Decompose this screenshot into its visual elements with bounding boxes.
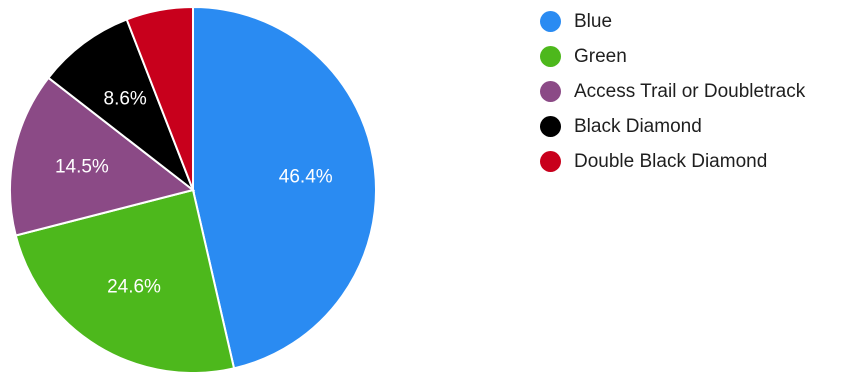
- legend-label: Black Diamond: [574, 115, 702, 137]
- pie-slice-black-diamond: [46, 18, 196, 194]
- pie-slices: [9, 5, 377, 372]
- legend-label: Green: [574, 45, 627, 67]
- legend-item-access-trail-or-doubletrack[interactable]: Access Trail or Doubletrack: [540, 74, 805, 109]
- legend-label: Blue: [574, 10, 613, 32]
- legend-item-green[interactable]: Green: [540, 39, 805, 74]
- legend-swatch-icon: [540, 11, 561, 32]
- legend-label: Double Black Diamond: [574, 150, 768, 172]
- legend-swatch-icon: [540, 46, 561, 67]
- slice-label-black-diamond: 8.6%: [104, 89, 147, 110]
- legend-item-double-black-diamond[interactable]: Double Black Diamond: [540, 144, 805, 179]
- pie-slice-double-black-diamond: [125, 5, 194, 191]
- legend-item-blue[interactable]: Blue: [540, 4, 805, 39]
- legend-item-black-diamond[interactable]: Black Diamond: [540, 109, 805, 144]
- slice-label-blue: 46.4%: [279, 167, 333, 188]
- slice-label-green: 24.6%: [107, 276, 161, 297]
- pie-slice-access-trail-or-doubletrack: [9, 76, 196, 237]
- pie-slice-green: [14, 188, 236, 372]
- chart-legend: Blue Green Access Trail or Doubletrack Blac…: [540, 4, 805, 179]
- slice-label-access-trail-or-doubletrack: 14.5%: [55, 156, 109, 177]
- legend-label: Access Trail or Doubletrack: [574, 80, 806, 102]
- legend-swatch-icon: [540, 116, 561, 137]
- pie-slice-blue: [192, 5, 377, 370]
- pie-labels: 46.4% 24.6% 14.5% 8.6%: [55, 89, 333, 298]
- pie-chart: 46.4% 24.6% 14.5% 8.6%: [9, 5, 377, 372]
- legend-swatch-icon: [540, 151, 561, 172]
- legend-swatch-icon: [540, 81, 561, 102]
